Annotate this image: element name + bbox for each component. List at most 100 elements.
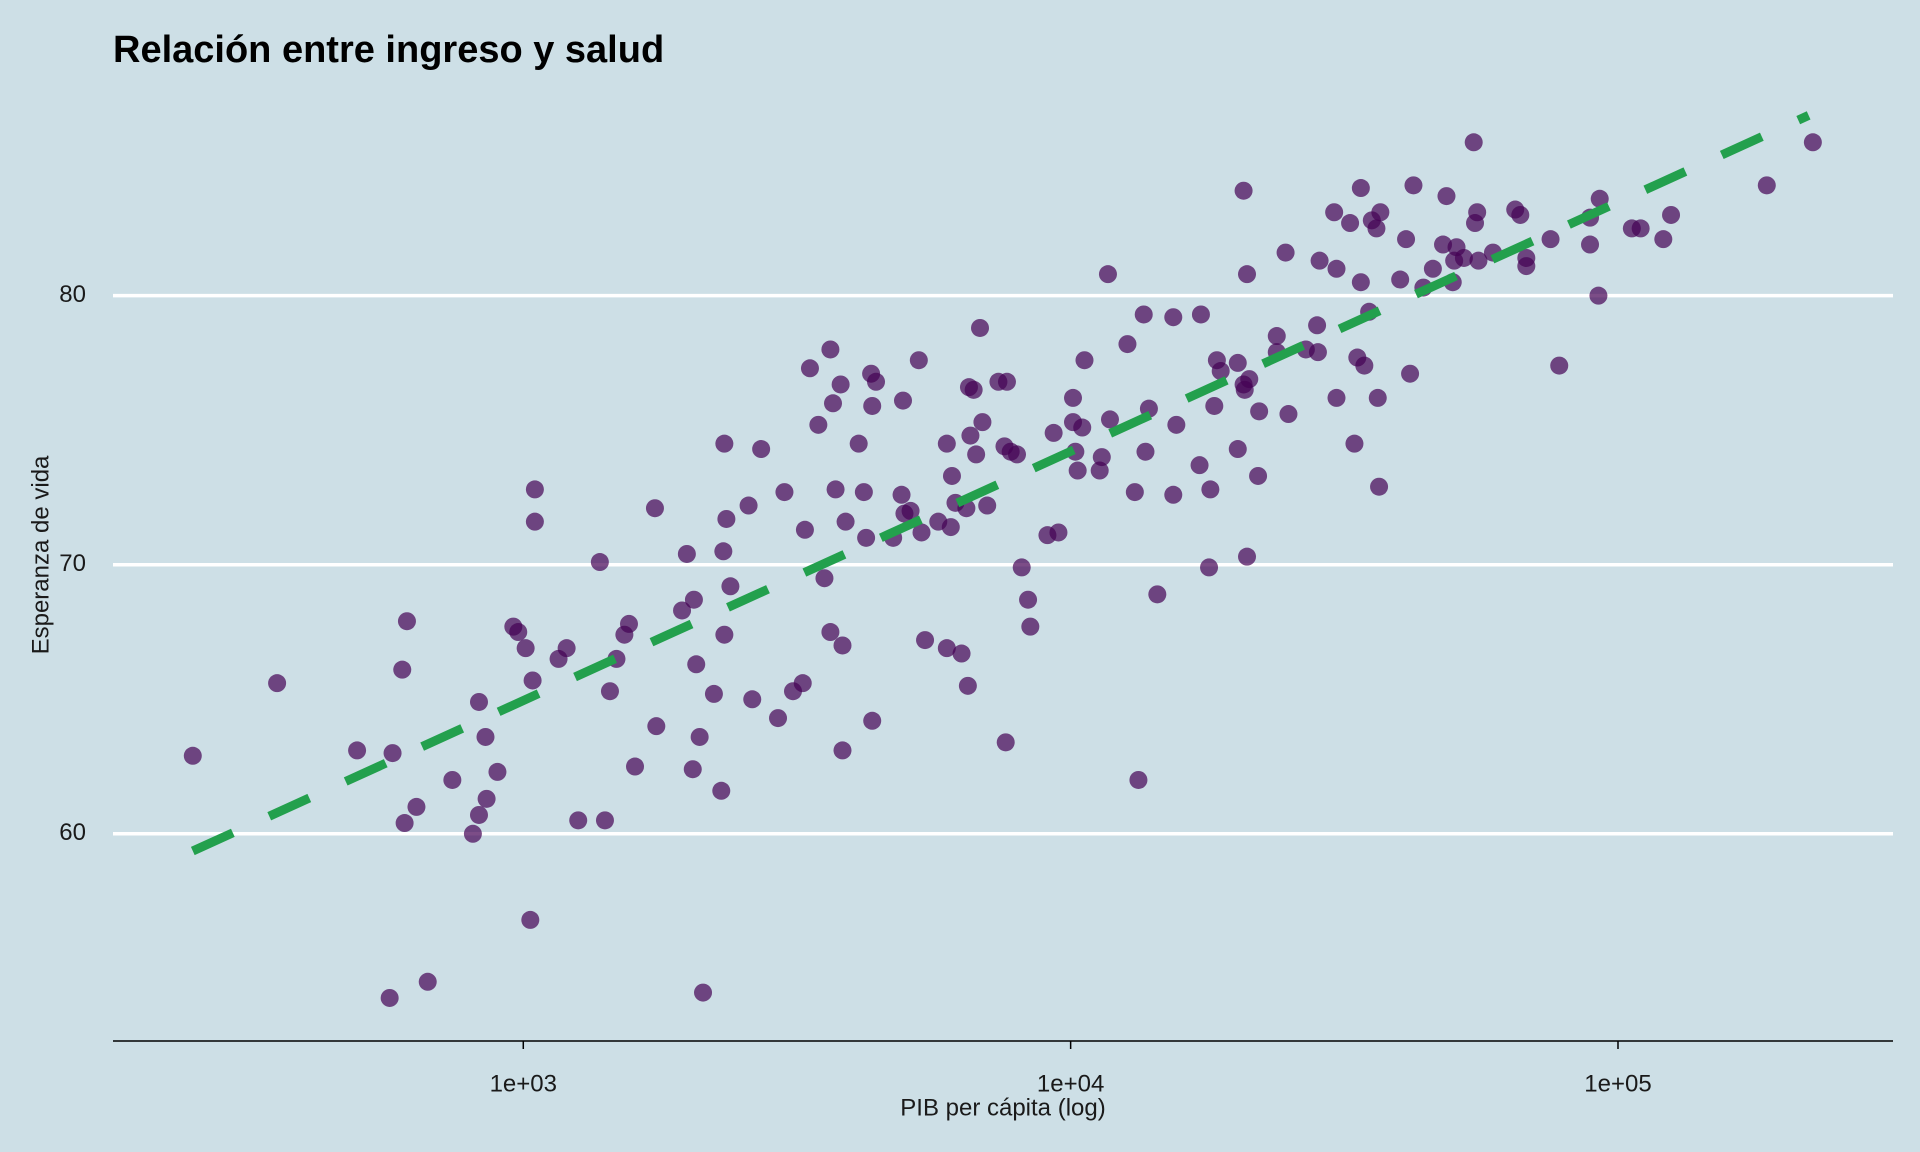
point [488,762,507,781]
point [1164,485,1183,504]
point [1550,356,1569,375]
point [769,709,788,728]
point [557,639,576,658]
point [463,824,482,843]
point [1401,364,1420,383]
point [1267,327,1286,346]
point [569,811,588,830]
point [1129,770,1148,789]
point [1631,219,1650,238]
point [793,674,812,693]
point [469,692,488,711]
point [1327,388,1346,407]
point [1423,259,1442,278]
point [912,523,931,542]
point [1118,335,1137,354]
point [600,682,619,701]
point [1012,558,1031,577]
point [717,509,736,528]
point [815,569,834,588]
y-tick-label: 70 [59,550,86,577]
point [1310,251,1329,270]
point [1075,351,1094,370]
point [1662,205,1681,224]
point [1228,440,1247,459]
point [833,741,852,760]
point [1589,286,1608,305]
point [694,983,713,1002]
point [1201,480,1220,499]
point [937,434,956,453]
point [683,760,702,779]
point [743,690,762,709]
point [1238,265,1257,284]
trend-line [190,111,1811,856]
point [821,340,840,359]
point [1434,235,1453,254]
point [1391,270,1410,289]
point [863,711,882,730]
point [1355,356,1374,375]
point [521,910,540,929]
point [849,434,868,453]
point [1654,230,1673,249]
point [647,717,666,736]
point [1019,590,1038,609]
point [1073,418,1092,437]
point [1148,585,1167,604]
point [714,542,733,561]
point [1249,466,1268,485]
point [268,674,287,693]
point [967,445,986,464]
x-tick-label: 1e+04 [1037,1070,1104,1097]
point [1371,203,1390,222]
point [684,590,703,609]
point [1238,547,1257,566]
point [857,528,876,547]
x-tick-label: 1e+03 [490,1070,557,1097]
y-tick-label: 80 [59,281,86,308]
point [1250,402,1269,421]
point [516,639,535,658]
point [673,601,692,620]
point [800,359,819,378]
point [393,660,412,679]
point [739,496,758,515]
point [901,501,920,520]
point [937,639,956,658]
point [1240,370,1259,389]
chart-title: Relación entre ingreso y salud [113,29,664,71]
point [854,483,873,502]
point [1068,461,1087,480]
point [715,625,734,644]
point [407,797,426,816]
x-axis-label: PIB per cápita (log) [900,1094,1105,1121]
point [1404,176,1423,195]
point [964,380,983,399]
point [477,789,496,808]
point [687,655,706,674]
point [1021,617,1040,636]
point [836,512,855,531]
point [1517,257,1536,276]
point [1351,179,1370,198]
point [1464,133,1483,152]
point [824,394,843,413]
point [1397,230,1416,249]
point [1008,445,1027,464]
point [1125,483,1144,502]
point [996,733,1015,752]
point [752,440,771,459]
point [863,396,882,415]
point [1190,456,1209,475]
point [443,770,462,789]
point [1351,273,1370,292]
point [1090,461,1109,480]
point [971,318,990,337]
point [721,577,740,596]
point [1367,219,1386,238]
point [525,512,544,531]
point [1200,558,1219,577]
